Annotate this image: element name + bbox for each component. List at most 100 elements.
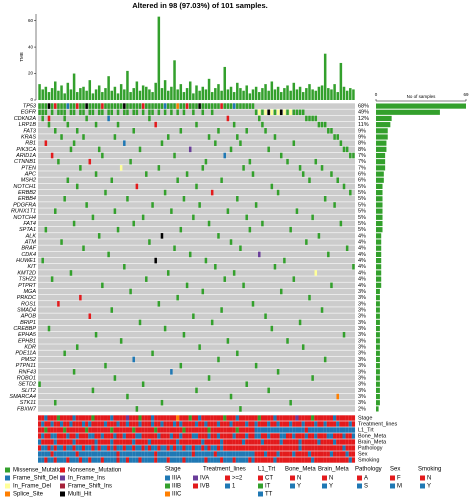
row-background bbox=[38, 325, 355, 332]
mutation-cell bbox=[242, 165, 245, 171]
clinical-cell bbox=[342, 451, 346, 457]
clinical-cell bbox=[147, 457, 152, 463]
row-background bbox=[38, 189, 355, 196]
gene-label: RB1 bbox=[25, 141, 36, 147]
mutation-cell bbox=[132, 356, 135, 363]
clinical-cell bbox=[160, 415, 164, 421]
clinical-cell bbox=[44, 415, 48, 421]
clinical-cell bbox=[135, 421, 139, 427]
clinical-cell bbox=[147, 427, 152, 433]
mutation-cell bbox=[82, 109, 85, 116]
clinical-cell bbox=[223, 415, 227, 421]
clinical-cell bbox=[176, 427, 180, 433]
clinical-cell bbox=[267, 457, 271, 463]
clinical-cell bbox=[201, 457, 205, 463]
clinical-cell bbox=[216, 439, 221, 445]
tmb-bar bbox=[242, 90, 245, 100]
legend-label: Nonsense_Mutation bbox=[68, 468, 121, 474]
clinical-cell bbox=[314, 451, 318, 457]
clinical-cell bbox=[270, 433, 274, 439]
clinical-cell bbox=[229, 451, 233, 457]
percent-label: 8% bbox=[358, 147, 366, 153]
clinical-cell bbox=[47, 445, 51, 451]
clinical-cell bbox=[304, 421, 308, 427]
clinical-cell bbox=[317, 439, 321, 445]
mutation-cell bbox=[188, 103, 192, 109]
clinical-cell bbox=[245, 415, 249, 421]
clinical-cell bbox=[351, 451, 356, 457]
mutation-cell bbox=[220, 103, 223, 109]
clinical-cell bbox=[210, 427, 214, 433]
clinical-cell bbox=[351, 421, 356, 427]
percent-label: 7% bbox=[358, 153, 366, 159]
mutation-cell bbox=[182, 196, 186, 202]
clinical-cell bbox=[94, 415, 98, 421]
legend-swatch bbox=[225, 483, 230, 489]
clinical-cell bbox=[329, 433, 334, 439]
clinical-cell bbox=[242, 433, 246, 439]
clinical-cell bbox=[110, 433, 114, 439]
clinical-cell bbox=[78, 421, 82, 427]
mutation-cell bbox=[41, 115, 44, 122]
mutation-cell bbox=[72, 140, 76, 146]
clinical-cell bbox=[207, 427, 211, 433]
tmb-bar bbox=[141, 85, 145, 100]
sidebar-bar bbox=[376, 369, 380, 375]
clinical-cell bbox=[345, 427, 349, 433]
clinical-cell bbox=[81, 421, 86, 427]
clinical-cell bbox=[78, 427, 82, 433]
clinical-cell bbox=[339, 415, 343, 421]
gene-label: TSHZ2 bbox=[19, 277, 36, 283]
clinical-cell bbox=[348, 415, 352, 421]
tmb-bar bbox=[207, 78, 211, 100]
clinical-cell bbox=[333, 457, 337, 463]
tmb-bar bbox=[217, 84, 220, 100]
clinical-cell bbox=[254, 439, 258, 445]
mutation-cell bbox=[308, 294, 311, 301]
clinical-cell bbox=[198, 451, 202, 457]
clinical-cell bbox=[336, 451, 340, 457]
legend-label: Missense_Mutation bbox=[13, 468, 65, 474]
tmb-bar bbox=[88, 80, 92, 100]
clinical-cell bbox=[94, 427, 98, 433]
clinical-cell bbox=[323, 427, 327, 433]
clinical-cell bbox=[345, 451, 349, 457]
clinical-cell bbox=[100, 439, 104, 445]
mutation-cell bbox=[110, 103, 114, 109]
clinical-cell bbox=[138, 433, 142, 439]
gene-label: PRKDC bbox=[17, 295, 36, 301]
legend-swatch bbox=[290, 483, 295, 489]
legend-label: Y bbox=[297, 484, 301, 490]
clinical-cell bbox=[103, 457, 108, 463]
row-background bbox=[38, 257, 355, 264]
clinical-cell bbox=[125, 445, 130, 451]
gene-label: EPHB1 bbox=[18, 338, 36, 344]
clinical-cell bbox=[295, 421, 299, 427]
mutation-cell bbox=[283, 257, 286, 264]
clinical-cell bbox=[245, 439, 249, 445]
tmb-bar bbox=[232, 92, 236, 100]
mutation-cell bbox=[41, 103, 44, 109]
clinical-cell bbox=[100, 427, 104, 433]
mutation-cell bbox=[264, 128, 267, 134]
track-label: Pathology bbox=[358, 445, 383, 451]
clinical-cell bbox=[116, 445, 120, 451]
clinical-cell bbox=[245, 451, 249, 457]
clinical-cell bbox=[298, 433, 302, 439]
mutation-cell bbox=[116, 103, 120, 109]
clinical-cell bbox=[75, 427, 79, 433]
row-background bbox=[38, 313, 355, 319]
mutation-cell bbox=[151, 350, 154, 357]
clinical-cell bbox=[38, 451, 42, 457]
clinical-cell bbox=[66, 415, 70, 421]
clinical-cell bbox=[301, 433, 305, 439]
mutation-cell bbox=[336, 393, 339, 400]
clinical-cell bbox=[216, 421, 221, 427]
clinical-cell bbox=[69, 415, 73, 421]
mutation-cell bbox=[160, 103, 164, 109]
mutation-cell bbox=[273, 263, 277, 270]
mutation-cell bbox=[298, 319, 302, 326]
mutation-cell bbox=[176, 103, 179, 109]
clinical-cell bbox=[342, 445, 346, 451]
